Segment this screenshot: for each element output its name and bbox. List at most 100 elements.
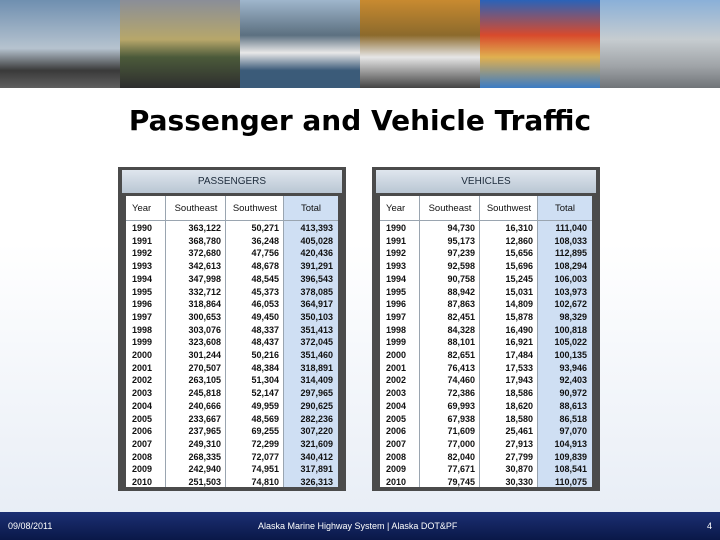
value-cell: 87,863 [447,299,475,310]
value-cell: 111,040 [555,223,587,233]
value-cell: 317,891 [300,464,333,475]
value-cell: 263,105 [188,375,221,386]
column-header: Southwest [486,203,532,214]
column-divider [165,196,166,487]
value-cell: 108,541 [554,464,587,475]
photo [360,0,480,88]
value-cell: 372,680 [188,248,221,259]
year-cell: 1998 [386,324,407,335]
value-cell: 46,053 [251,299,279,310]
year-cell: 1995 [386,286,407,297]
value-cell: 237,965 [188,426,221,437]
value-cell: 95,173 [447,235,475,246]
value-cell: 15,245 [505,273,533,284]
value-cell: 88,942 [447,286,475,297]
value-cell: 242,940 [188,464,221,475]
column-divider [537,196,538,487]
value-cell: 50,216 [251,350,279,360]
value-cell: 49,450 [251,311,279,322]
value-cell: 251,503 [188,477,221,487]
data-table: VEHICLES Year Southeast Southwest Total 1990 9… [372,167,600,491]
value-cell: 112,895 [554,248,587,259]
year-cell: 1991 [386,235,407,246]
value-cell: 49,959 [251,400,279,411]
year-cell: 2003 [386,388,407,399]
footer-center: Alaska Marine Highway System | Alaska DO… [258,521,458,531]
value-cell: 350,103 [300,311,333,322]
year-cell: 2004 [386,400,407,411]
year-cell: 2008 [132,451,153,462]
total-column-bg [284,196,338,487]
year-cell: 1994 [386,273,407,284]
value-cell: 233,667 [188,413,221,424]
year-cell: 1997 [132,311,153,322]
column-header: Southeast [428,203,472,214]
value-cell: 36,248 [251,235,279,246]
value-cell: 52,147 [251,388,279,399]
value-cell: 100,818 [554,324,587,335]
value-cell: 364,917 [300,299,333,310]
value-cell: 307,220 [300,426,333,437]
footer: 09/08/2011 Alaska Marine Highway System … [0,512,720,540]
value-cell: 69,255 [251,426,279,437]
year-cell: 1999 [386,337,407,348]
year-cell: 2004 [132,400,153,411]
value-cell: 326,313 [300,477,333,487]
value-cell: 103,973 [554,286,587,297]
year-cell: 1995 [132,286,153,297]
year-cell: 1999 [132,337,153,348]
year-cell: 2001 [386,362,407,373]
value-cell: 351,460 [300,350,333,360]
value-cell: 318,891 [300,362,333,373]
value-cell: 72,386 [447,388,475,399]
value-cell: 79,745 [447,477,475,487]
value-cell: 48,678 [251,261,279,272]
value-cell: 405,028 [300,235,333,246]
value-cell: 48,545 [251,273,279,284]
value-cell: 290,625 [300,400,333,411]
column-divider [479,196,480,487]
value-cell: 90,758 [447,273,475,284]
value-cell: 16,310 [505,223,533,233]
value-cell: 15,031 [505,286,533,297]
value-cell: 18,580 [505,413,533,424]
value-cell: 27,913 [505,438,533,449]
value-cell: 76,413 [447,362,475,373]
value-cell: 12,860 [505,235,533,246]
slide-title: Passenger and Vehicle Traffic [128,104,592,137]
photo-strip [0,0,720,88]
value-cell: 86,518 [559,413,587,424]
year-cell: 2010 [132,477,153,487]
value-cell: 270,507 [188,362,221,373]
value-cell: 413,393 [300,223,333,233]
value-cell: 92,403 [559,375,587,386]
value-cell: 48,437 [251,337,279,348]
value-cell: 342,613 [188,261,221,272]
year-cell: 2000 [386,350,407,360]
header-divider [380,220,592,221]
value-cell: 300,653 [188,311,221,322]
value-cell: 15,878 [505,311,533,322]
value-cell: 77,000 [447,438,475,449]
value-cell: 82,651 [447,350,475,360]
value-cell: 396,543 [300,273,333,284]
table-title: VEHICLES [376,170,596,193]
value-cell: 90,972 [559,388,587,399]
photo [240,0,360,88]
value-cell: 45,373 [251,286,279,297]
column-header: Southwest [232,203,278,214]
column-header: Total [554,203,576,214]
value-cell: 51,304 [251,375,279,386]
column-header: Total [300,203,322,214]
value-cell: 17,533 [505,362,533,373]
value-cell: 109,839 [554,451,587,462]
photo [600,0,720,88]
photo [480,0,600,88]
value-cell: 72,077 [251,451,279,462]
photo [120,0,240,88]
value-cell: 74,951 [251,464,279,475]
value-cell: 106,003 [554,273,587,284]
year-cell: 1990 [132,223,153,233]
year-cell: 2002 [386,375,407,386]
column-divider [283,196,284,487]
